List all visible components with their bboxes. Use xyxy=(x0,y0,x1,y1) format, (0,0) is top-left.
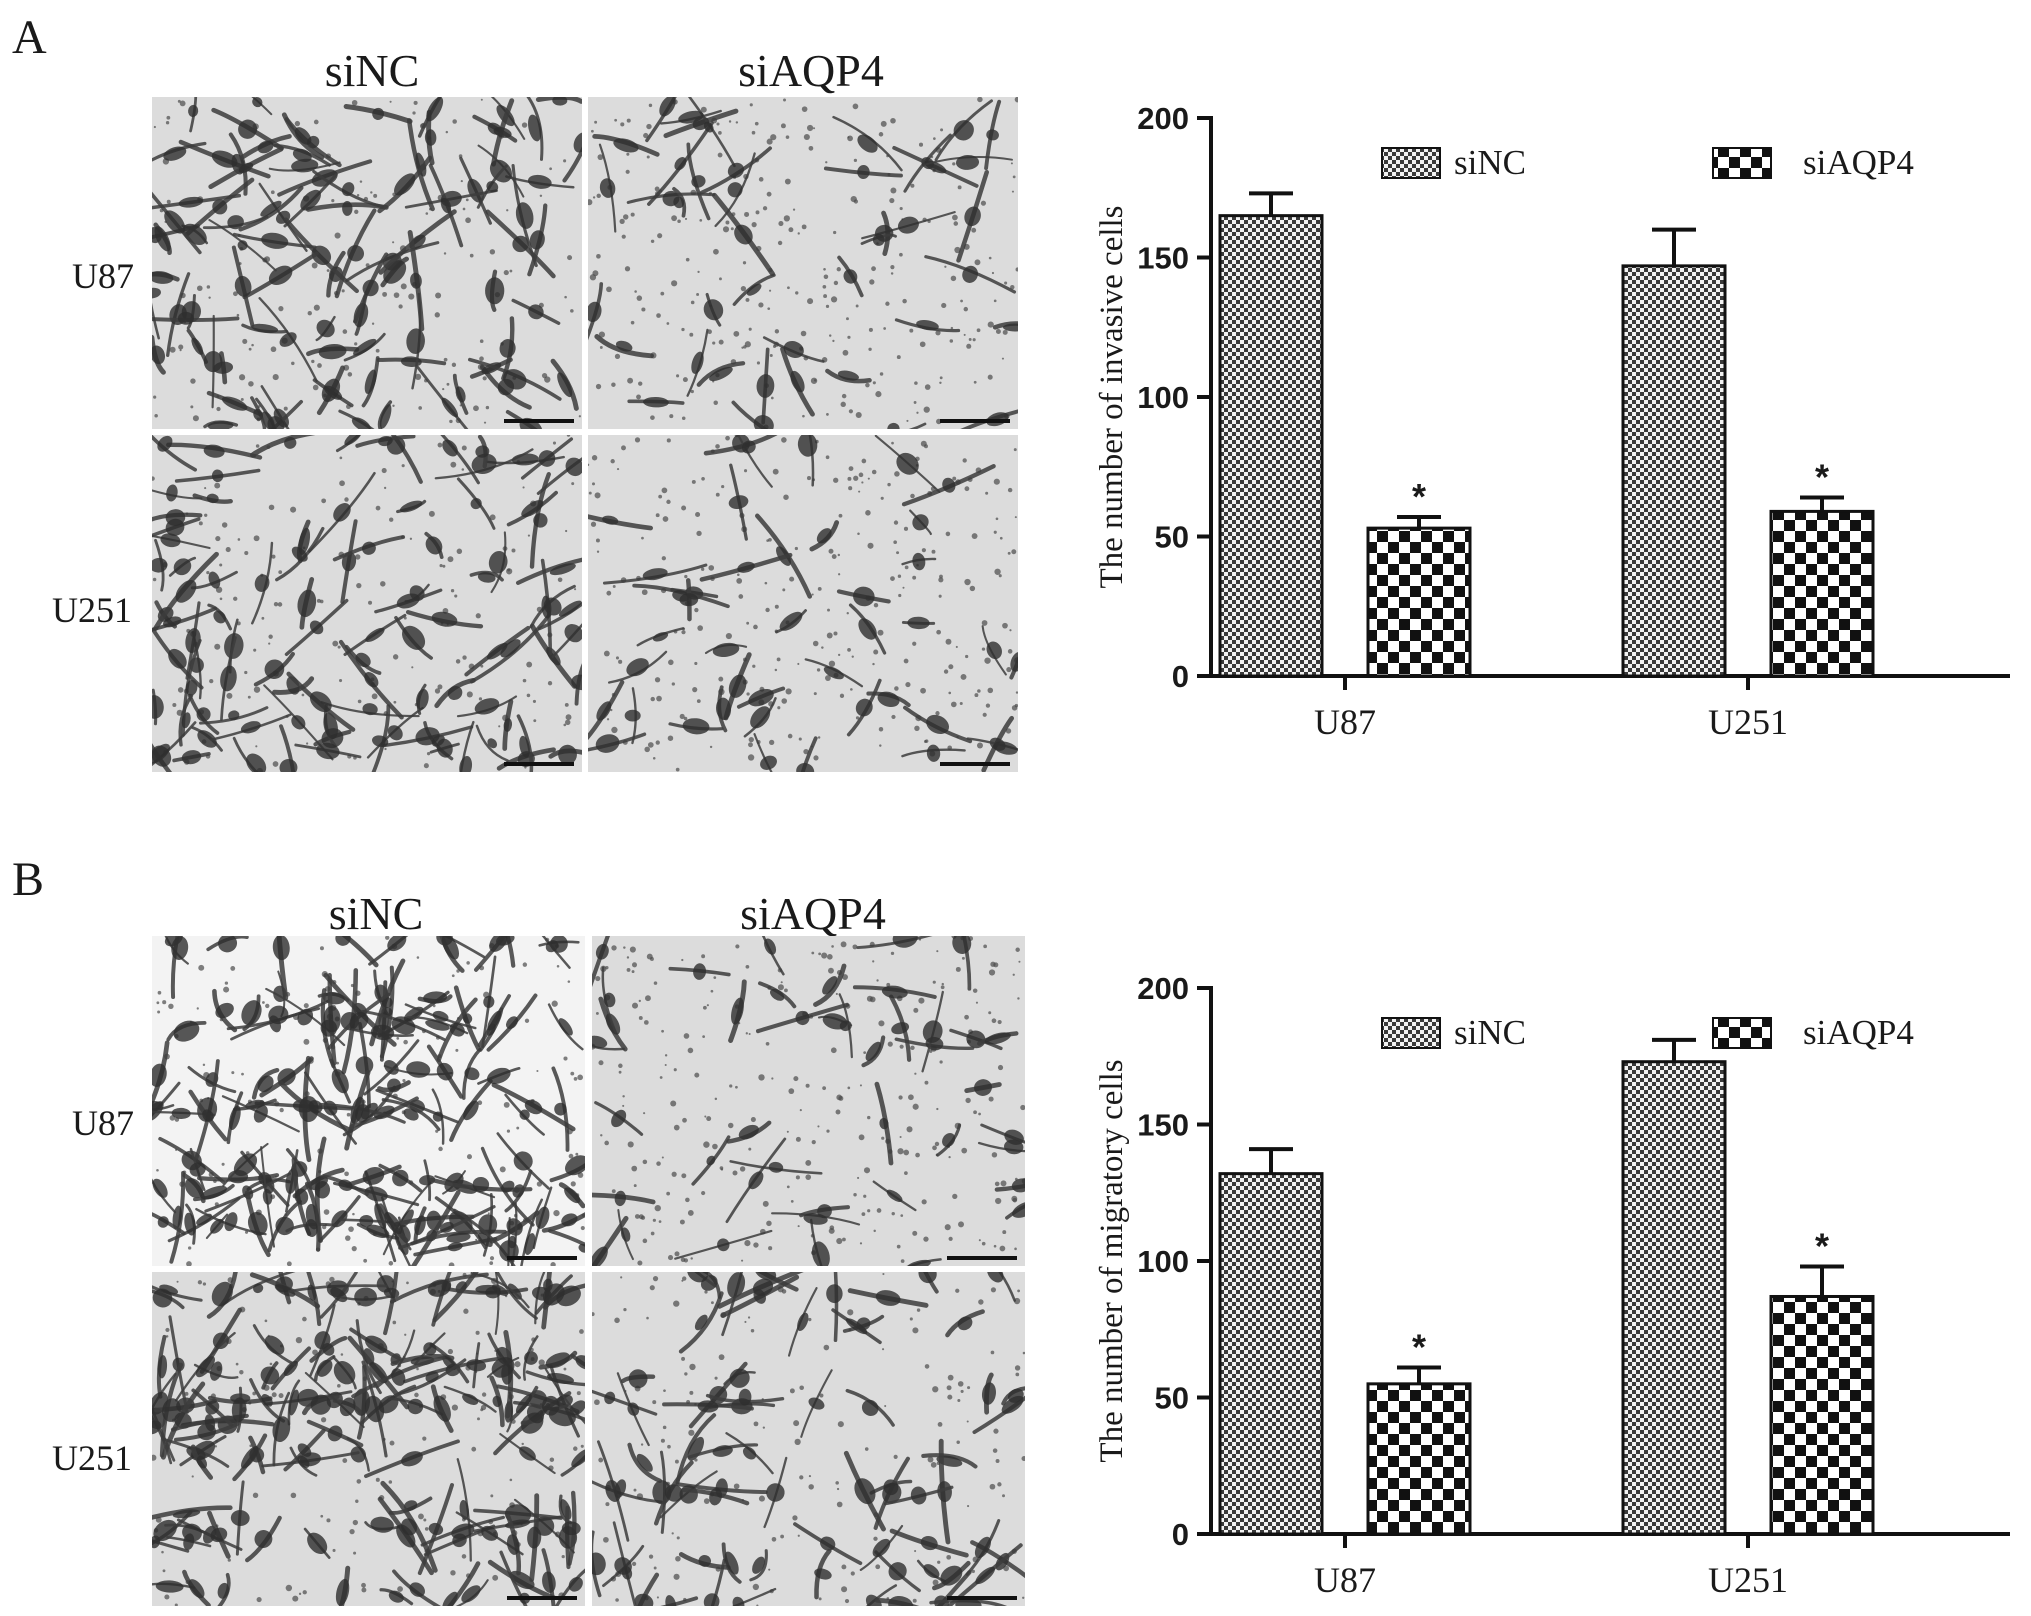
bar-sinc-u251 xyxy=(1621,1060,1727,1536)
row-label-u87-a: U87 xyxy=(72,256,134,296)
column-header-sinc-a: siNC xyxy=(324,45,420,96)
micrograph-a-u87-siaqp4 xyxy=(588,97,1018,429)
bar-sinc-u87 xyxy=(1218,1172,1324,1536)
legend-swatch-siaqp4 xyxy=(1712,1017,1772,1049)
significance-marker: * xyxy=(1412,476,1426,517)
row-label-u87-b: U87 xyxy=(72,1103,134,1143)
micrograph-a-u251-siaqp4 xyxy=(588,435,1018,772)
legend-swatch-sinc xyxy=(1381,1017,1441,1049)
micrograph-b-u251-siaqp4 xyxy=(592,1272,1025,1606)
significance-marker: * xyxy=(1815,1225,1829,1266)
y-tick-label: 150 xyxy=(1137,1108,1189,1143)
significance-marker: * xyxy=(1815,456,1829,497)
legend-swatch-siaqp4 xyxy=(1712,147,1772,179)
row-label-u251-b: U251 xyxy=(52,1438,132,1478)
bar-sinc-u251 xyxy=(1621,264,1727,678)
bar-chart-migratory-cells: 0 50 100 150 200 The number of migratory cell… xyxy=(1080,950,2020,1610)
legend-label-sinc: siNC xyxy=(1454,143,1526,182)
y-tick-label: 0 xyxy=(1172,659,1189,694)
x-tick-label: U87 xyxy=(1314,702,1376,742)
legend-swatch-sinc xyxy=(1381,147,1441,179)
bar-sinc-u87 xyxy=(1218,214,1324,678)
chart-svg: 0 50 100 150 200 The number of migratory cell… xyxy=(1094,971,2010,1600)
y-tick-label: 100 xyxy=(1137,380,1189,415)
column-header-siaqp4-a: siAQP4 xyxy=(738,45,884,96)
legend-label-siaqp4: siAQP4 xyxy=(1803,1013,1914,1052)
y-tick-label: 50 xyxy=(1155,520,1189,555)
y-tick-label: 200 xyxy=(1137,971,1189,1006)
y-tick-label: 150 xyxy=(1137,241,1189,276)
y-axis-title: The number of invasive cells xyxy=(1094,205,1130,588)
panel-letter-b: B xyxy=(12,853,45,906)
legend-label-siaqp4: siAQP4 xyxy=(1803,143,1914,182)
column-header-sinc-b: siNC xyxy=(328,888,424,939)
micrograph-a-u251-sinc xyxy=(152,435,582,772)
x-tick-label: U251 xyxy=(1708,702,1788,742)
bar-siaqp4-u251 xyxy=(1769,1294,1875,1536)
bar-siaqp4-u87 xyxy=(1366,526,1472,678)
chart-svg: 0 50 100 150 200 The number of invasive cells… xyxy=(1094,101,2010,742)
bar-siaqp4-u87 xyxy=(1366,1382,1472,1536)
legend-label-sinc: siNC xyxy=(1454,1013,1526,1052)
y-tick-label: 100 xyxy=(1137,1244,1189,1279)
y-tick-label: 0 xyxy=(1172,1517,1189,1552)
bar-siaqp4-u251 xyxy=(1769,509,1875,678)
y-tick-label: 200 xyxy=(1137,101,1189,136)
x-tick-label: U251 xyxy=(1708,1560,1788,1600)
row-label-u251-a: U251 xyxy=(52,590,132,630)
significance-marker: * xyxy=(1412,1326,1426,1367)
panel-letter-a: A xyxy=(12,11,47,64)
x-tick-label: U87 xyxy=(1314,1560,1376,1600)
micrograph-a-u87-sinc xyxy=(152,97,582,429)
y-tick-label: 50 xyxy=(1155,1381,1189,1416)
bar-chart-invasive-cells: 0 50 100 150 200 The number of invasive cells… xyxy=(1080,80,2020,770)
micrograph-b-u251-sinc xyxy=(152,1272,585,1606)
micrograph-b-u87-sinc xyxy=(152,936,585,1266)
micrograph-b-u87-siaqp4 xyxy=(592,936,1025,1266)
y-axis-title: The number of migratory cells xyxy=(1094,1059,1130,1462)
column-header-siaqp4-b: siAQP4 xyxy=(740,888,886,939)
